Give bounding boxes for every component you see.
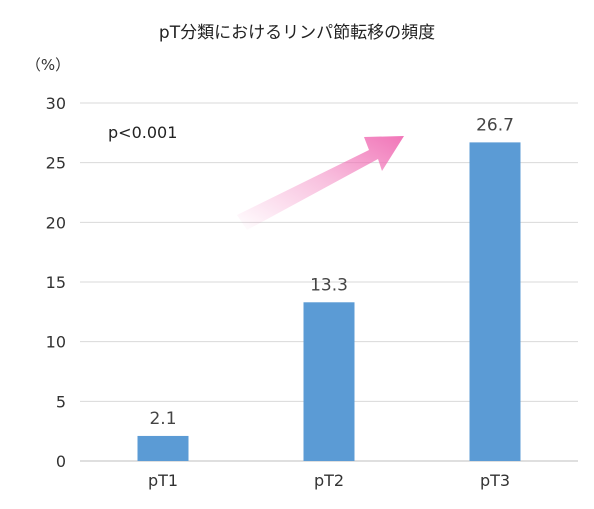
y-tick-label: 30 [46, 94, 66, 113]
y-tick-label: 5 [56, 392, 66, 411]
category-label: pT2 [314, 471, 344, 490]
y-tick-label: 25 [46, 154, 66, 173]
data-label: 2.1 [149, 409, 176, 429]
y-axis-ticks: 0 5 10 15 20 25 30 [46, 94, 66, 471]
y-unit-label: （%） [26, 56, 70, 74]
data-label: 26.7 [476, 115, 514, 135]
category-label: pT1 [148, 471, 178, 490]
chart-title: pT分類におけるリンパ節転移の頻度 [159, 23, 435, 43]
y-tick-label: 10 [46, 333, 66, 352]
y-tick-label: 15 [46, 273, 66, 292]
y-tick-label: 20 [46, 213, 66, 232]
category-label: pT3 [480, 471, 510, 490]
data-label: 13.3 [310, 275, 348, 295]
p-value-annotation: p<0.001 [108, 123, 177, 142]
data-labels: 2.1 13.3 26.7 [149, 115, 513, 429]
bar-pt1 [137, 435, 189, 461]
x-axis-categories: pT1 pT2 pT3 [148, 471, 510, 490]
bar-pt3 [469, 142, 521, 461]
bar-pt2 [303, 302, 355, 461]
y-tick-label: 0 [56, 452, 66, 471]
bars [137, 142, 521, 461]
trend-arrow [237, 136, 404, 230]
